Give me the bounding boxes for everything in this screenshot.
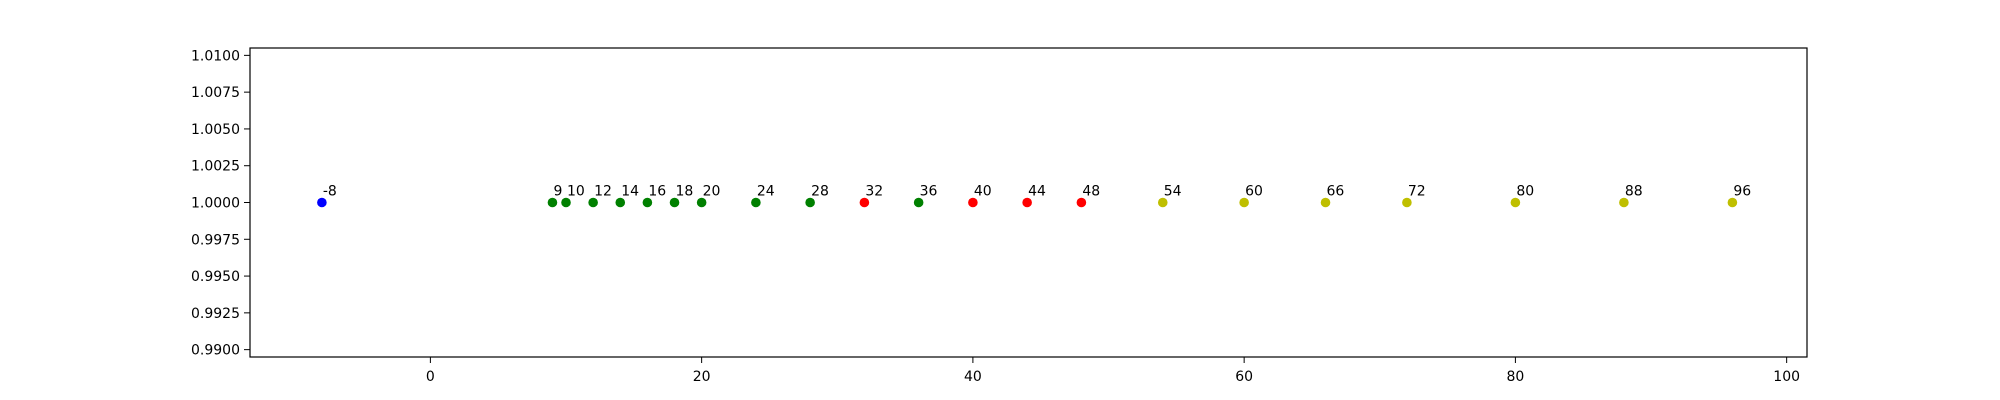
data-point: [615, 197, 626, 208]
data-point-label: 24: [757, 184, 775, 200]
plot-area-frame: [249, 47, 1808, 358]
y-tick-label: 1.0100: [191, 48, 240, 64]
data-point-label: 48: [1082, 184, 1100, 200]
data-point: [1619, 197, 1629, 208]
data-point: [751, 197, 761, 208]
data-point-label: 66: [1327, 184, 1345, 200]
x-tick-label: 60: [1235, 369, 1253, 385]
x-tick-label: 20: [693, 369, 711, 385]
data-point-label: 12: [594, 184, 612, 200]
x-tick-label: 40: [964, 369, 982, 385]
data-point-label: 72: [1408, 184, 1426, 200]
data-point: [1239, 197, 1249, 208]
y-tick-label: 1.0000: [191, 196, 240, 212]
data-point: [588, 197, 598, 208]
y-tick-label: 0.9925: [191, 306, 240, 322]
data-point: [1022, 197, 1032, 208]
x-tick-label: 0: [426, 369, 435, 385]
y-tick-label: 0.9950: [191, 269, 240, 285]
y-axis-ticks: 0.9900 0.9925 0.9950 0.9975 1.0000 1.0025 1.00…: [191, 48, 250, 359]
data-point-label: 36: [920, 184, 938, 200]
data-point: [1727, 197, 1738, 208]
y-tick-label: 0.9975: [191, 232, 240, 248]
data-point-label: 14: [621, 184, 639, 200]
data-point-label: 88: [1625, 184, 1643, 200]
data-point-label: 16: [648, 184, 666, 200]
data-point: [1510, 197, 1521, 208]
data-point: [1157, 197, 1168, 208]
y-tick-label: 1.0025: [191, 159, 240, 175]
data-point: [669, 197, 680, 208]
data-point-label: 10: [567, 184, 585, 200]
data-point-label: -8: [323, 184, 337, 200]
data-point: [561, 197, 571, 208]
data-point: [859, 197, 870, 208]
data-labels: -8 9 10 12 14 16 18 20 24 28 32 36 40 44 48 54 60 66 72 80 8…: [323, 184, 1751, 200]
data-point-label: 9: [553, 184, 562, 200]
x-axis-ticks: 0 20 40 60 80 100: [426, 357, 1800, 385]
data-point: [805, 197, 815, 208]
data-points: [317, 197, 1738, 208]
data-point: [696, 197, 707, 208]
data-point: [1402, 197, 1412, 208]
data-point: [913, 197, 924, 208]
data-point: [968, 197, 978, 208]
data-point: [317, 197, 327, 208]
y-tick-label: 1.0075: [191, 85, 240, 101]
data-point-label: 54: [1164, 184, 1182, 200]
x-tick-label: 80: [1506, 369, 1524, 385]
data-point-label: 32: [865, 184, 883, 200]
data-point-label: 96: [1733, 184, 1751, 200]
data-point-label: 44: [1028, 184, 1046, 200]
x-tick-label: 100: [1773, 369, 1800, 385]
data-point-label: 40: [974, 184, 992, 200]
y-tick-label: 0.9900: [191, 343, 240, 359]
data-point-label: 80: [1516, 184, 1534, 200]
data-point-label: 18: [676, 184, 694, 200]
data-point-label: 28: [811, 184, 829, 200]
data-point-label: 60: [1245, 184, 1263, 200]
data-point: [1076, 197, 1087, 208]
data-point: [1320, 197, 1331, 208]
y-tick-label: 1.0050: [191, 122, 240, 138]
data-point: [547, 197, 558, 208]
data-point-label: 20: [703, 184, 721, 200]
data-point: [642, 197, 653, 208]
